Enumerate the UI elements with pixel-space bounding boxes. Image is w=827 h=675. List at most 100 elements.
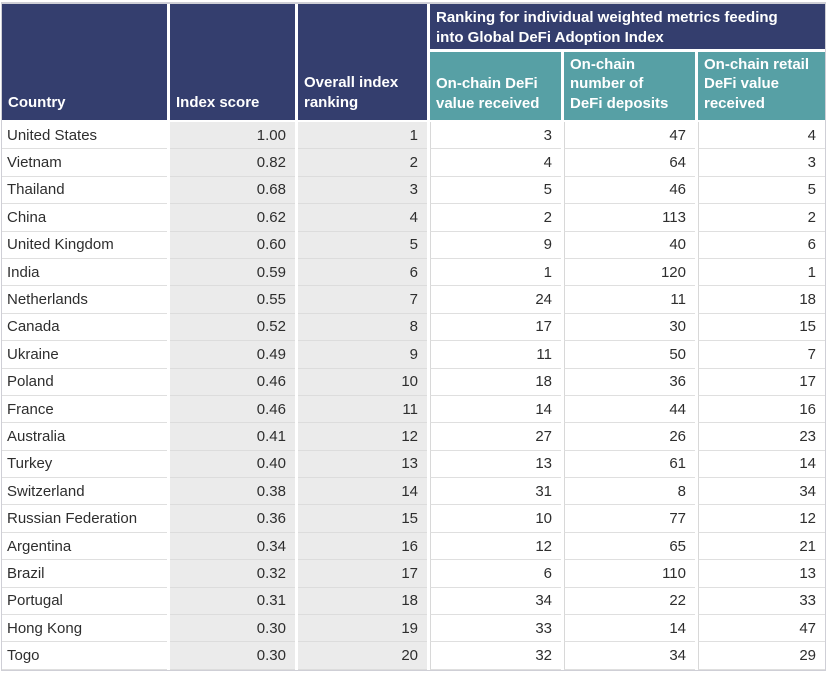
onchain-number-of-defi-deposits-cell: 46 [564,176,695,205]
country-cell: Poland [2,368,167,396]
onchain-defi-value-received-cell: 14 [430,395,561,424]
onchain-number-of-defi-deposits-cell: 30 [564,313,695,342]
column-header-index-score-label: Index score [176,94,260,112]
country-cell: Switzerland [2,478,167,506]
country-cell: Hong Kong [2,615,167,643]
onchain-retail-defi-value-received-cell: 29 [698,642,825,670]
column-header-overall-index-ranking: Overall index ranking [298,4,427,120]
overall-index-ranking-cell: 10 [298,368,427,396]
index-score-cell: 0.49 [170,341,295,369]
index-score-cell: 0.82 [170,149,295,177]
country-cell: Togo [2,642,167,670]
country-cell: France [2,395,167,424]
onchain-number-of-defi-deposits-cell: 113 [564,204,695,232]
overall-index-ranking-cell: 4 [298,204,427,232]
index-score-cell: 0.46 [170,395,295,424]
onchain-number-of-defi-deposits-cell: 120 [564,258,695,287]
index-score-cell: 0.34 [170,532,295,561]
column-header-onchain-retail-defi-value-received: On-chain retail DeFi value received [698,52,825,120]
column-header-onchain-retail-defi-value-received-label: On-chain retail DeFi value received [704,55,810,113]
onchain-retail-defi-value-received-cell: 21 [698,532,825,561]
onchain-number-of-defi-deposits-cell: 22 [564,587,695,616]
overall-index-ranking-cell: 11 [298,395,427,424]
index-score-cell: 0.41 [170,423,295,451]
onchain-number-of-defi-deposits-cell: 8 [564,478,695,506]
onchain-retail-defi-value-received-cell: 13 [698,560,825,588]
overall-index-ranking-cell: 7 [298,286,427,314]
column-header-onchain-number-of-defi-deposits-label: On-chain number of DeFi deposits [570,55,669,113]
country-cell: Thailand [2,176,167,205]
country-cell: Vietnam [2,149,167,177]
onchain-number-of-defi-deposits-cell: 36 [564,368,695,396]
onchain-retail-defi-value-received-cell: 34 [698,478,825,506]
country-cell: Ukraine [2,341,167,369]
overall-index-ranking-cell: 20 [298,642,427,670]
column-group-header-weighted-metrics: Ranking for individual weighted metrics … [430,4,825,49]
column-header-country: Country [2,4,167,120]
overall-index-ranking-cell: 15 [298,505,427,533]
index-score-cell: 0.40 [170,450,295,479]
onchain-retail-defi-value-received-cell: 33 [698,587,825,616]
country-cell: Brazil [2,560,167,588]
onchain-retail-defi-value-received-cell: 17 [698,368,825,396]
country-cell: Portugal [2,587,167,616]
onchain-retail-defi-value-received-cell: 4 [698,122,825,150]
onchain-defi-value-received-cell: 13 [430,450,561,479]
onchain-defi-value-received-cell: 1 [430,258,561,287]
overall-index-ranking-cell: 1 [298,122,427,150]
onchain-retail-defi-value-received-cell: 12 [698,505,825,533]
overall-index-ranking-cell: 12 [298,423,427,451]
country-cell: Canada [2,313,167,342]
index-score-cell: 1.00 [170,122,295,150]
onchain-retail-defi-value-received-cell: 18 [698,286,825,314]
country-cell: Australia [2,423,167,451]
onchain-number-of-defi-deposits-cell: 61 [564,450,695,479]
onchain-number-of-defi-deposits-cell: 64 [564,149,695,177]
index-score-cell: 0.32 [170,560,295,588]
overall-index-ranking-cell: 14 [298,478,427,506]
index-score-cell: 0.52 [170,313,295,342]
onchain-defi-value-received-cell: 24 [430,286,561,314]
onchain-retail-defi-value-received-cell: 47 [698,615,825,643]
onchain-defi-value-received-cell: 11 [430,341,561,369]
onchain-defi-value-received-cell: 10 [430,505,561,533]
overall-index-ranking-cell: 18 [298,587,427,616]
country-cell: United Kingdom [2,231,167,259]
overall-index-ranking-cell: 3 [298,176,427,205]
index-score-cell: 0.30 [170,615,295,643]
onchain-number-of-defi-deposits-cell: 77 [564,505,695,533]
onchain-number-of-defi-deposits-cell: 50 [564,341,695,369]
country-cell: United States [2,122,167,150]
overall-index-ranking-cell: 5 [298,231,427,259]
onchain-defi-value-received-cell: 4 [430,149,561,177]
onchain-defi-value-received-cell: 6 [430,560,561,588]
onchain-number-of-defi-deposits-cell: 14 [564,615,695,643]
index-score-cell: 0.68 [170,176,295,205]
overall-index-ranking-cell: 2 [298,149,427,177]
onchain-retail-defi-value-received-cell: 16 [698,395,825,424]
overall-index-ranking-cell: 13 [298,450,427,479]
onchain-number-of-defi-deposits-cell: 65 [564,532,695,561]
onchain-number-of-defi-deposits-cell: 40 [564,231,695,259]
overall-index-ranking-cell: 6 [298,258,427,287]
onchain-retail-defi-value-received-cell: 3 [698,149,825,177]
onchain-retail-defi-value-received-cell: 6 [698,231,825,259]
onchain-number-of-defi-deposits-cell: 26 [564,423,695,451]
overall-index-ranking-cell: 19 [298,615,427,643]
overall-index-ranking-cell: 9 [298,341,427,369]
country-cell: China [2,204,167,232]
onchain-retail-defi-value-received-cell: 5 [698,176,825,205]
index-score-cell: 0.46 [170,368,295,396]
onchain-retail-defi-value-received-cell: 2 [698,204,825,232]
index-score-cell: 0.36 [170,505,295,533]
index-score-cell: 0.30 [170,642,295,670]
overall-index-ranking-cell: 16 [298,532,427,561]
onchain-defi-value-received-cell: 12 [430,532,561,561]
onchain-defi-value-received-cell: 9 [430,231,561,259]
onchain-defi-value-received-cell: 2 [430,204,561,232]
onchain-defi-value-received-cell: 31 [430,478,561,506]
index-score-cell: 0.55 [170,286,295,314]
column-header-onchain-defi-value-received-label: On-chain DeFi value received [436,75,540,113]
